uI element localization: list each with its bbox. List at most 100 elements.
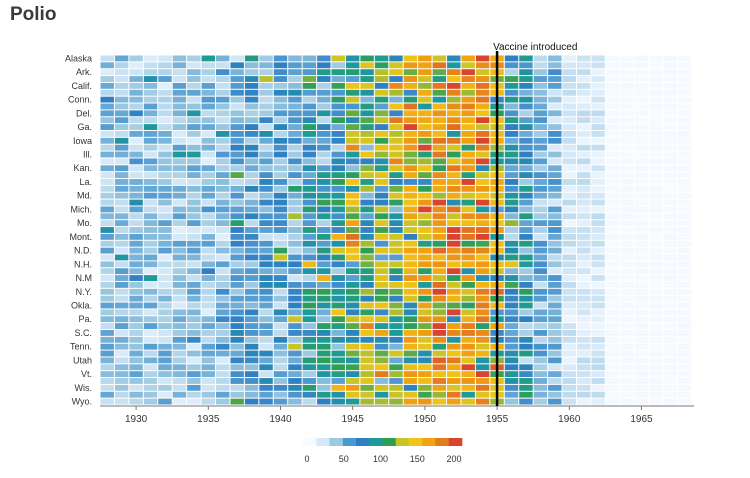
heatmap-cell (548, 220, 562, 227)
heatmap-cell (273, 151, 288, 158)
heatmap-cell (317, 281, 331, 288)
heatmap-cell (158, 144, 172, 151)
heatmap-cell (187, 336, 201, 343)
heatmap-cell (129, 268, 143, 275)
heatmap-cell (331, 384, 345, 391)
heatmap-cell (360, 261, 374, 268)
heatmap-cell (605, 179, 620, 185)
heatmap-cell (678, 275, 692, 281)
heatmap-cell (576, 227, 591, 233)
heatmap-cell (591, 89, 605, 96)
heatmap-cell (519, 391, 533, 398)
heatmap-cell (389, 76, 403, 82)
heatmap-cell (216, 179, 230, 185)
heatmap-cell (591, 357, 605, 364)
heatmap-cell (216, 233, 230, 240)
heatmap-cell (605, 371, 620, 378)
heatmap-cell (418, 343, 432, 350)
heatmap-cell (230, 233, 244, 240)
heatmap-cell (562, 254, 576, 261)
heatmap-cell (533, 384, 548, 391)
heatmap-cell (663, 124, 678, 130)
heatmap-cell (216, 82, 230, 89)
heatmap-cell (114, 110, 129, 117)
heatmap-cell (114, 268, 129, 275)
heatmap-cell (418, 268, 432, 275)
heatmap-cell (649, 240, 663, 247)
heatmap-cell (114, 96, 129, 103)
heatmap-cell (663, 137, 678, 144)
heatmap-cell (634, 398, 649, 405)
heatmap-cell (230, 165, 244, 172)
heatmap-cell (591, 192, 605, 199)
heatmap-cell (273, 343, 288, 350)
heatmap-cell (548, 199, 562, 206)
heatmap-cell (201, 336, 216, 343)
heatmap-cell (389, 110, 403, 117)
heatmap-cell (374, 268, 389, 275)
heatmap-cell (288, 82, 302, 89)
x-tick-label: 1930 (125, 414, 148, 425)
heatmap-cell (447, 268, 461, 275)
heatmap-cell (360, 192, 374, 199)
heatmap-cell (461, 398, 475, 405)
heatmap-cell (302, 364, 317, 371)
heatmap-cell (663, 233, 678, 240)
heatmap-cell (201, 364, 216, 371)
heatmap-cell (519, 233, 533, 240)
legend: 0 50 100 150 200 (303, 438, 463, 464)
heatmap-cell (634, 227, 649, 233)
heatmap-cell (100, 316, 114, 323)
heatmap-cell (317, 151, 331, 158)
heatmap-cell (504, 254, 519, 261)
heatmap-cell (634, 199, 649, 206)
heatmap-cell (216, 316, 230, 323)
heatmap-cell (562, 384, 576, 391)
heatmap-cell (403, 371, 418, 378)
heatmap-cell (374, 254, 389, 261)
heatmap-cell (605, 254, 620, 261)
heatmap-cell (317, 240, 331, 247)
heatmap-cell (649, 288, 663, 295)
heatmap-cell (634, 309, 649, 316)
heatmap-cell (562, 343, 576, 350)
heatmap-cell (273, 336, 288, 343)
heatmap-cell (533, 220, 548, 227)
heatmap-cell (317, 144, 331, 151)
heatmap-cell (172, 151, 187, 158)
heatmap-cell (634, 96, 649, 103)
heatmap-cell (331, 281, 345, 288)
heatmap-cell (216, 391, 230, 398)
heatmap-cell (562, 130, 576, 137)
heatmap-cell (389, 158, 403, 165)
heatmap-cell (548, 137, 562, 144)
heatmap-cell (187, 309, 201, 316)
state-label: Calif. (71, 81, 92, 91)
heatmap-cell (100, 357, 114, 364)
heatmap-cell (216, 103, 230, 110)
heatmap-cell (504, 261, 519, 268)
heatmap-cell (591, 151, 605, 158)
heatmap-cell (432, 343, 447, 350)
heatmap-cell (216, 206, 230, 213)
heatmap-cell (360, 82, 374, 89)
heatmap-cell (114, 55, 129, 62)
heatmap-cell (374, 323, 389, 330)
heatmap-cell (403, 398, 418, 405)
heatmap-cell (634, 69, 649, 76)
heatmap-cell (663, 323, 678, 330)
heatmap-cell (100, 323, 114, 330)
heatmap-cell (317, 295, 331, 302)
heatmap-cell (143, 76, 158, 82)
heatmap-cell (475, 192, 490, 199)
heatmap-cell (288, 323, 302, 330)
heatmap-cell (605, 206, 620, 213)
heatmap-cell (418, 110, 432, 117)
heatmap-cell (475, 199, 490, 206)
heatmap-cell (158, 254, 172, 261)
heatmap-cell (403, 206, 418, 213)
heatmap-cell (172, 220, 187, 227)
heatmap-cell (143, 343, 158, 350)
heatmap-cell (678, 378, 692, 384)
heatmap-cell (663, 391, 678, 398)
